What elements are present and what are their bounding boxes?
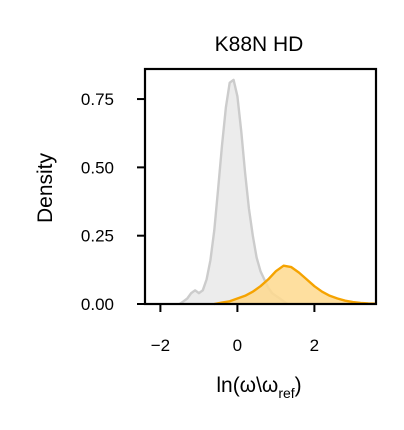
y-tick-label: 0.25 xyxy=(81,227,114,246)
x-axis-label: ln(ω\ωref) xyxy=(216,374,301,401)
x-tick-label: 0 xyxy=(233,336,242,355)
series-1-area xyxy=(214,265,376,304)
plot-frame xyxy=(143,67,378,306)
y-axis-label: Density xyxy=(34,152,57,223)
x-tick-label: 2 xyxy=(310,336,319,355)
x-axis-label-subscript: ref xyxy=(278,385,294,401)
x-tick-label: −2 xyxy=(151,336,170,355)
y-tick-label: 0.75 xyxy=(81,90,114,109)
series-0-area xyxy=(179,79,288,305)
ticks-layer: −2 0 2 0.00 0.25 0.50 0.75 xyxy=(81,90,319,355)
x-axis-label-close: ) xyxy=(295,374,302,397)
y-tick-label: 0.50 xyxy=(81,158,114,177)
y-tick-label: 0.00 xyxy=(81,295,114,314)
series-1-line xyxy=(214,264,377,306)
chart-title: K88N HD xyxy=(215,33,304,56)
x-axis-label-main: ln(ω\ω xyxy=(216,374,278,397)
series-layer xyxy=(179,78,377,306)
